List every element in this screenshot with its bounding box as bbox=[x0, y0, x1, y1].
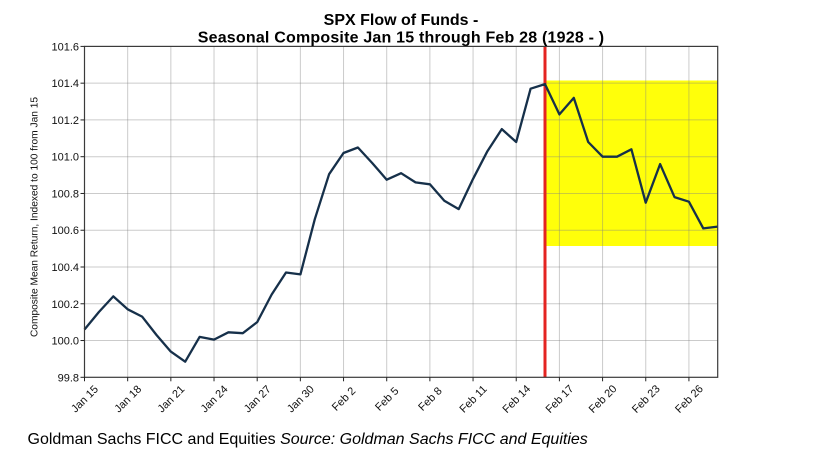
svg-text:Feb 26: Feb 26 bbox=[673, 383, 706, 416]
svg-text:Jan 24: Jan 24 bbox=[199, 383, 231, 415]
svg-text:Composite Mean Return, Indexed: Composite Mean Return, Indexed to 100 fr… bbox=[30, 97, 41, 337]
svg-text:Feb 14: Feb 14 bbox=[500, 383, 533, 416]
svg-text:Jan 21: Jan 21 bbox=[156, 383, 188, 415]
svg-text:100.4: 100.4 bbox=[51, 262, 79, 274]
svg-text:Feb 17: Feb 17 bbox=[544, 383, 577, 416]
svg-text:Goldman Sachs FICC and Equitie: Goldman Sachs FICC and Equities Source: … bbox=[28, 431, 588, 448]
svg-text:100.2: 100.2 bbox=[51, 299, 79, 311]
svg-text:Feb 8: Feb 8 bbox=[416, 385, 444, 413]
svg-text:100.8: 100.8 bbox=[51, 188, 79, 200]
svg-text:Feb 23: Feb 23 bbox=[630, 383, 663, 416]
svg-text:Jan 15: Jan 15 bbox=[69, 383, 101, 415]
svg-text:Feb 11: Feb 11 bbox=[458, 383, 490, 415]
svg-text:100.0: 100.0 bbox=[51, 336, 79, 348]
svg-text:101.6: 101.6 bbox=[51, 41, 79, 53]
svg-text:SPX Flow of Funds -: SPX Flow of Funds - bbox=[324, 12, 479, 29]
svg-text:Feb 2: Feb 2 bbox=[330, 385, 358, 413]
svg-text:Seasonal Composite Jan 15 thro: Seasonal Composite Jan 15 through Feb 28… bbox=[198, 30, 605, 47]
svg-text:Feb 5: Feb 5 bbox=[373, 385, 401, 413]
svg-text:Jan 27: Jan 27 bbox=[242, 383, 274, 415]
svg-text:101.2: 101.2 bbox=[51, 115, 79, 127]
svg-text:Jan 18: Jan 18 bbox=[112, 383, 144, 415]
svg-text:101.0: 101.0 bbox=[51, 152, 79, 164]
svg-text:Jan 30: Jan 30 bbox=[285, 383, 317, 415]
svg-text:Feb 20: Feb 20 bbox=[587, 383, 620, 416]
svg-text:99.8: 99.8 bbox=[58, 372, 79, 384]
svg-text:100.6: 100.6 bbox=[51, 225, 79, 237]
svg-text:101.4: 101.4 bbox=[51, 78, 79, 90]
